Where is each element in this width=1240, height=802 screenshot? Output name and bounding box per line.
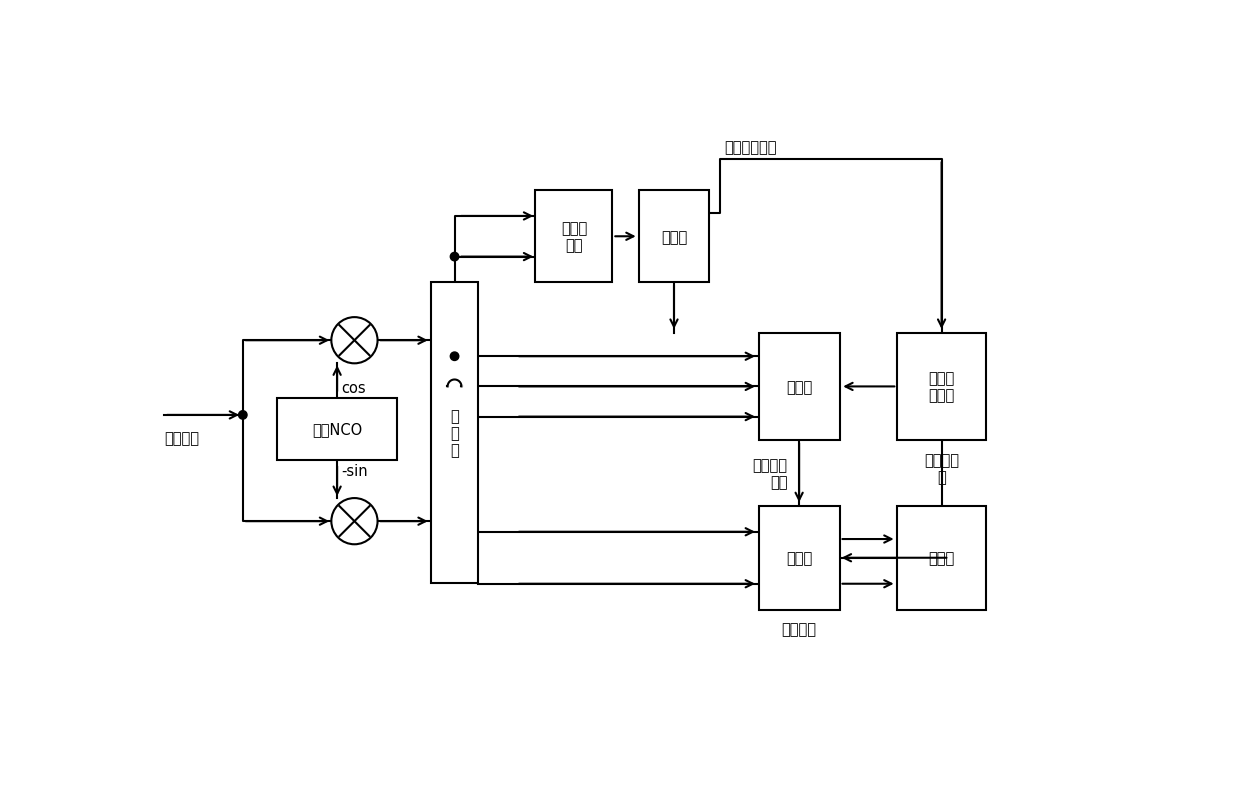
Text: -sin: -sin (342, 463, 368, 478)
Text: 本地扩频
码: 本地扩频 码 (924, 452, 959, 484)
Circle shape (331, 499, 377, 545)
Bar (432, 283, 477, 583)
Text: 选
择
器: 选 择 器 (450, 408, 459, 458)
Circle shape (238, 411, 247, 419)
Bar (536, 191, 613, 283)
Text: 本地NCO: 本地NCO (312, 422, 362, 437)
Bar (759, 506, 839, 610)
Bar (278, 399, 397, 460)
Text: 捕获标志信号: 捕获标志信号 (724, 140, 776, 156)
Circle shape (331, 318, 377, 364)
Bar (640, 191, 708, 283)
Text: 接收信号: 接收信号 (164, 431, 200, 446)
Circle shape (450, 353, 459, 361)
Bar (759, 333, 839, 441)
Text: 匹配滤
波器: 匹配滤 波器 (560, 221, 587, 253)
Text: 鉴别器: 鉴别器 (786, 379, 812, 395)
Text: 判决器: 判决器 (661, 229, 687, 245)
Bar (898, 333, 986, 441)
Text: cos: cos (342, 380, 366, 395)
Circle shape (450, 253, 459, 261)
Text: 解扩开始
信号: 解扩开始 信号 (753, 457, 787, 490)
Bar (898, 506, 986, 610)
Text: 码跟踪: 码跟踪 (929, 550, 955, 565)
Text: 解扩信号: 解扩信号 (781, 622, 817, 637)
Text: 解扩器: 解扩器 (786, 550, 812, 565)
Text: 扩频码
产生器: 扩频码 产生器 (929, 371, 955, 403)
